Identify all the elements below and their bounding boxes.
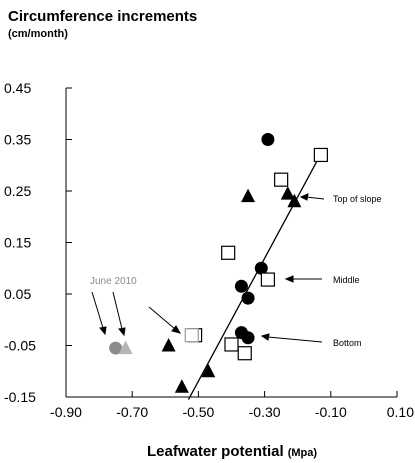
data-point-triangle — [201, 363, 216, 378]
x-tick-label: -0.90 — [50, 404, 82, 420]
data-point-circle — [109, 341, 123, 355]
trend-line — [187, 159, 319, 400]
x-axis-label-main: Leafwater potential — [147, 443, 284, 460]
y-tick-label: -0.15 — [4, 389, 36, 405]
x-axis-label-unit: (Mpa) — [288, 447, 318, 459]
data-point-circle — [241, 331, 255, 345]
annotation-bottom: Bottom — [333, 338, 362, 348]
arrow-top-of-slope — [305, 196, 325, 200]
data-point-circle — [241, 291, 255, 305]
y-tick-label: 0.25 — [4, 183, 31, 199]
y-tick-label: 0.05 — [4, 286, 31, 302]
annotation-june-2010: June 2010 — [90, 276, 137, 287]
x-ticks: -0.90 -0.70 -0.50 -0.30 -0.10 0.10 — [50, 391, 414, 420]
x-tick-label: -0.70 — [116, 404, 148, 420]
june-arrowhead-3 — [171, 325, 182, 334]
june-arrow-2 — [112, 291, 123, 330]
y-tick-label: 0.45 — [4, 80, 31, 96]
arrow-bottom — [267, 336, 323, 343]
chart-subtitle: (cm/month) — [8, 28, 68, 40]
data-point-square — [221, 245, 236, 260]
data-point-square — [224, 337, 239, 352]
x-axis-label: Leafwater potential (Mpa) — [147, 443, 317, 460]
data-point-triangle — [161, 338, 176, 352]
highlighted-points — [109, 328, 199, 355]
data-point-square — [313, 147, 328, 163]
x-tick-label: -0.10 — [315, 404, 347, 420]
data-point-circle — [261, 133, 275, 146]
data-point-triangle — [241, 188, 256, 203]
june-arrowhead-1 — [99, 326, 107, 336]
y-tick-label: -0.05 — [4, 338, 36, 354]
data-point-square — [260, 272, 276, 287]
data-point-triangle — [174, 379, 189, 393]
y-ticks: 0.45 0.35 0.25 0.15 0.05 -0.05 -0.15 — [4, 80, 72, 405]
data-point-circle — [234, 279, 248, 293]
data-point-triangle — [118, 340, 133, 355]
arrowhead-bottom — [260, 333, 270, 341]
june-arrows — [91, 291, 182, 337]
arrowhead-top-of-slope — [299, 193, 309, 201]
arrowhead-middle — [284, 275, 294, 283]
x-tick-label: -0.30 — [249, 404, 281, 420]
june-arrow-3 — [148, 306, 176, 330]
june-arrowhead-2 — [118, 327, 126, 337]
data-points — [161, 133, 328, 393]
y-tick-label: 0.15 — [4, 235, 31, 251]
data-point-square-highlight — [184, 328, 199, 343]
annotation-middle: Middle — [333, 275, 360, 285]
data-point-circle — [254, 261, 268, 275]
data-point-triangle — [287, 193, 302, 208]
x-tick-label: 0.10 — [387, 404, 414, 420]
annotation-top-of-slope: Top of slope — [333, 194, 382, 204]
data-point-square — [274, 172, 289, 187]
annotation-arrows — [260, 193, 325, 343]
data-point-square — [237, 346, 252, 361]
y-tick-label: 0.35 — [4, 132, 31, 148]
chart-title: Circumference increments — [8, 8, 197, 25]
data-point-triangle — [280, 186, 295, 200]
june-arrow-1 — [91, 291, 104, 329]
x-tick-label: -0.50 — [182, 404, 214, 420]
